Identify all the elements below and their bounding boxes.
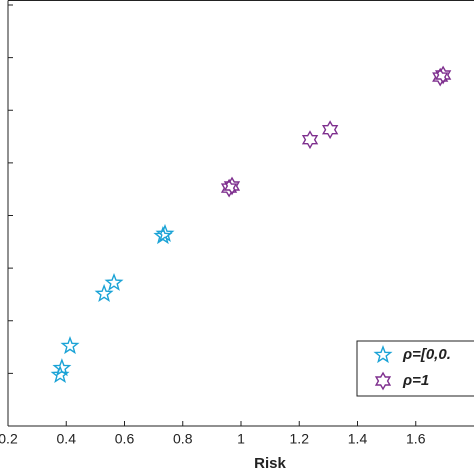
point [321, 120, 339, 140]
point [60, 335, 80, 355]
point [52, 358, 72, 377]
legend-label: ρ=1 [402, 372, 429, 389]
x-tick-label: 1.6 [406, 431, 426, 447]
x-tick-label: 0.8 [173, 431, 193, 447]
point [432, 67, 449, 87]
legend-label: ρ=[0,0. [402, 346, 451, 363]
x-tick-label: 1.2 [290, 431, 310, 447]
x-tick-label: 0.4 [57, 431, 77, 447]
x-axis-label: Risk [254, 455, 286, 472]
x-tick-label: 0.6 [115, 431, 135, 447]
point [155, 223, 175, 243]
point [220, 178, 238, 198]
x-tick-label: 1.4 [348, 431, 368, 447]
legend-box [356, 340, 474, 397]
point [223, 176, 241, 196]
legend-marker [374, 371, 392, 391]
point [94, 283, 114, 303]
x-tick-label: 0.2 [0, 431, 18, 447]
x-tick-label: 1 [237, 431, 245, 447]
legend-marker [373, 345, 393, 364]
point [104, 272, 124, 291]
point [301, 130, 319, 150]
point [434, 65, 452, 85]
